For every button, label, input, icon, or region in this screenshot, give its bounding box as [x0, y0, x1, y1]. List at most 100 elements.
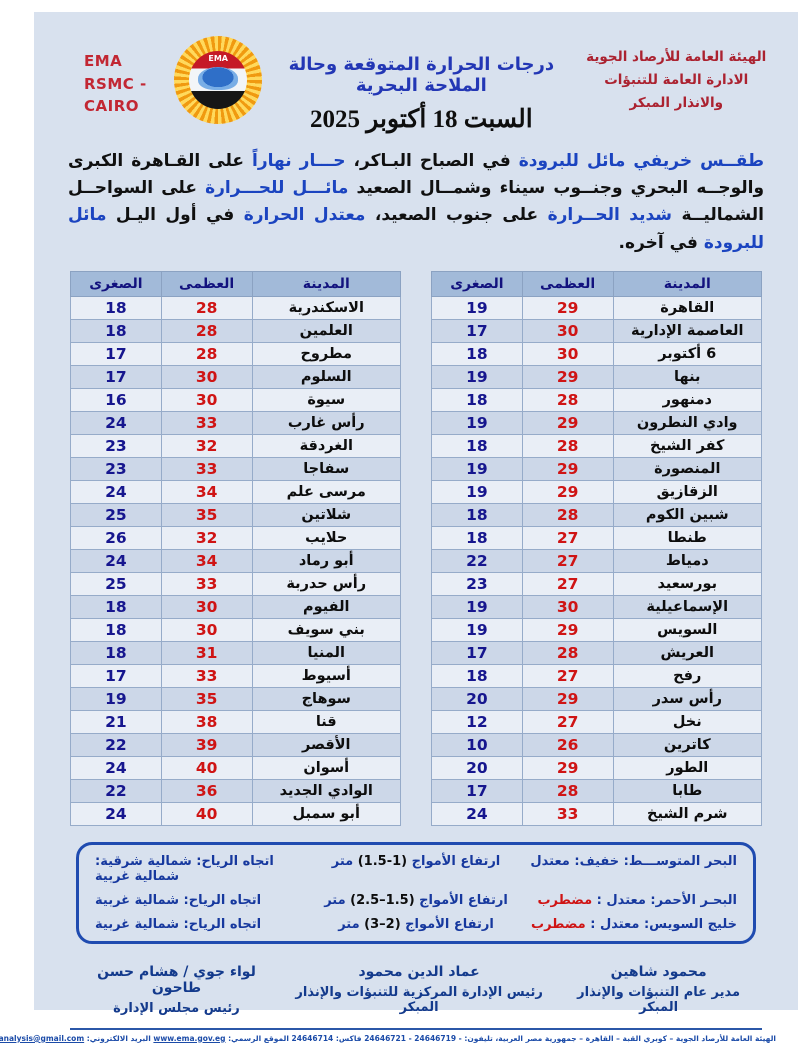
city-cell: أسيوط: [251, 663, 401, 688]
table-row: كفر الشيخ 28 18: [431, 433, 762, 458]
table-row: دمنهور 28 18: [431, 387, 762, 412]
website-link[interactable]: www.ema.gov.eg: [153, 1033, 226, 1043]
table-row: رأس غارب 33 24: [70, 410, 401, 435]
footer-contact-line: الهيئة العامة للأرصاد الجوية – كوبري الق…: [0, 1033, 776, 1043]
min-temp-cell: 18: [431, 387, 523, 412]
max-temp-cell: 33: [160, 571, 253, 596]
min-temp-cell: 17: [70, 341, 162, 366]
max-temp-cell: 36: [160, 778, 253, 803]
table-row: مرسى علم 34 24: [70, 479, 401, 504]
city-cell: العلمين: [251, 318, 401, 343]
min-temp-cell: 17: [431, 778, 523, 803]
max-temp-cell: 26: [521, 732, 614, 757]
city-cell: بورسعيد: [612, 571, 762, 596]
city-cell: المنيا: [251, 640, 401, 665]
table-row: المنيا 31 18: [70, 640, 401, 665]
city-cell: شلاتين: [251, 502, 401, 527]
max-temp-cell: 29: [521, 364, 614, 389]
min-temp-cell: 17: [70, 663, 162, 688]
max-temp-cell: 29: [521, 479, 614, 504]
forecast-segment: مائل للبرودة: [68, 205, 764, 253]
table-row: الزقازيق 29 19: [431, 479, 762, 504]
max-temp-cell: 28: [521, 640, 614, 665]
min-temp-cell: 19: [431, 617, 523, 642]
wave-height: ارتفاع الأمواج (1.5–2.5) متر: [324, 892, 508, 908]
city-cell: سيوة: [251, 387, 401, 412]
table-row: السلوم 30 17: [70, 364, 401, 389]
table-row: سيوة 30 16: [70, 387, 401, 412]
table-row: أبو رماد 34 24: [70, 548, 401, 573]
min-temp-cell: 19: [431, 364, 523, 389]
org-line-1: الهيئة العامة للأرصاد الجوية: [586, 49, 767, 65]
table-row: أبو سمبل 40 24: [70, 801, 401, 826]
forecast-segment: في آخره.: [618, 232, 698, 253]
city-cell: وادي النطرون: [612, 410, 762, 435]
temp-table-west: المدينة العظمى الصغرى الاسكندرية 28 18: [70, 270, 401, 826]
table-row: الأقصر 39 22: [70, 732, 401, 757]
city-cell: العريش: [612, 640, 762, 665]
min-temp-cell: 18: [431, 433, 523, 458]
header: EMA RSMC - CAIRO EMA درجات الحرارة المتو…: [56, 28, 776, 134]
min-temp-cell: 25: [70, 571, 162, 596]
min-temp-cell: 17: [70, 364, 162, 389]
max-temp-cell: 28: [521, 387, 614, 412]
max-temp-cell: 29: [521, 755, 614, 780]
min-temp-cell: 17: [431, 318, 523, 343]
col-header-city: المدينة: [612, 270, 762, 297]
max-temp-cell: 32: [160, 433, 253, 458]
table-row: دمياط 27 22: [431, 548, 762, 573]
max-temp-cell: 30: [160, 364, 253, 389]
min-temp-cell: 18: [70, 318, 162, 343]
signatory-name: لواء جوي / هشام حسن طاحون: [97, 963, 256, 996]
max-temp-cell: 30: [521, 341, 614, 366]
max-temp-cell: 35: [160, 502, 253, 527]
city-cell: شبين الكوم: [612, 502, 762, 527]
table-row: العلمين 28 18: [70, 318, 401, 343]
signatory-name: عماد الدين محمود: [358, 963, 480, 980]
min-temp-cell: 19: [431, 456, 523, 481]
max-temp-cell: 28: [521, 433, 614, 458]
city-cell: بني سويف: [251, 617, 401, 642]
city-cell: شرم الشيخ: [612, 801, 762, 826]
min-temp-cell: 18: [70, 594, 162, 619]
city-cell: دمنهور: [612, 387, 762, 412]
table-row: الغردقة 32 23: [70, 433, 401, 458]
max-temp-cell: 33: [160, 410, 253, 435]
min-temp-cell: 18: [70, 295, 162, 320]
min-temp-cell: 18: [431, 663, 523, 688]
city-cell: كاترين: [612, 732, 762, 757]
table-header-row: المدينة العظمى الصغرى: [70, 270, 401, 297]
forecast-segment: معتدل الحرارة: [234, 205, 366, 226]
max-temp-cell: 28: [160, 295, 253, 320]
city-cell: قنا: [251, 709, 401, 734]
table-row: رأس حدربة 33 25: [70, 571, 401, 596]
table-row: شلاتين 35 25: [70, 502, 401, 527]
cloud-icon: [198, 67, 239, 90]
col-header-min: الصغرى: [70, 270, 162, 297]
rsmc-cairo-code: RSMC - CAIRO: [84, 74, 147, 116]
max-temp-cell: 27: [521, 709, 614, 734]
max-temp-cell: 29: [521, 410, 614, 435]
wind-direction: اتجاه الرياح: شمالية غربية: [95, 892, 262, 908]
wind-direction: اتجاه الرياح: شمالية شرقية: شمالية غربية: [95, 853, 274, 884]
max-temp-cell: 28: [521, 778, 614, 803]
max-temp-cell: 28: [521, 502, 614, 527]
max-temp-cell: 38: [160, 709, 253, 734]
max-temp-cell: 31: [160, 640, 253, 665]
signature-block: محمود شاهين مدير عام التنبؤات والإنذار ا…: [559, 964, 758, 1016]
col-header-max: العظمى: [160, 270, 253, 297]
table-row: الوادي الجديد 36 22: [70, 778, 401, 803]
max-temp-cell: 32: [160, 525, 253, 550]
email-link[interactable]: egyptian.met.analysis@gmail.com: [0, 1033, 85, 1043]
min-temp-cell: 18: [70, 617, 162, 642]
egypt-flag-circle-icon: EMA: [189, 51, 248, 109]
forecast-segment: حـــار نهاراً: [244, 151, 346, 171]
min-temp-cell: 22: [70, 778, 162, 803]
table-row: وادي النطرون 29 19: [431, 410, 762, 435]
sea-condition: البحـر الأحمر: معتدل : مضطرب: [537, 892, 737, 908]
signatory-title: مدير عام التنبؤات والإنذار المبكر: [577, 984, 741, 1015]
city-cell: سوهاج: [251, 686, 401, 711]
city-cell: أسوان: [251, 755, 401, 780]
signatory-title: رئيس الإدارة المركزية للتنبؤات والإنذار …: [295, 984, 543, 1015]
wave-height: ارتفاع الأمواج (2–3) متر: [338, 916, 494, 932]
